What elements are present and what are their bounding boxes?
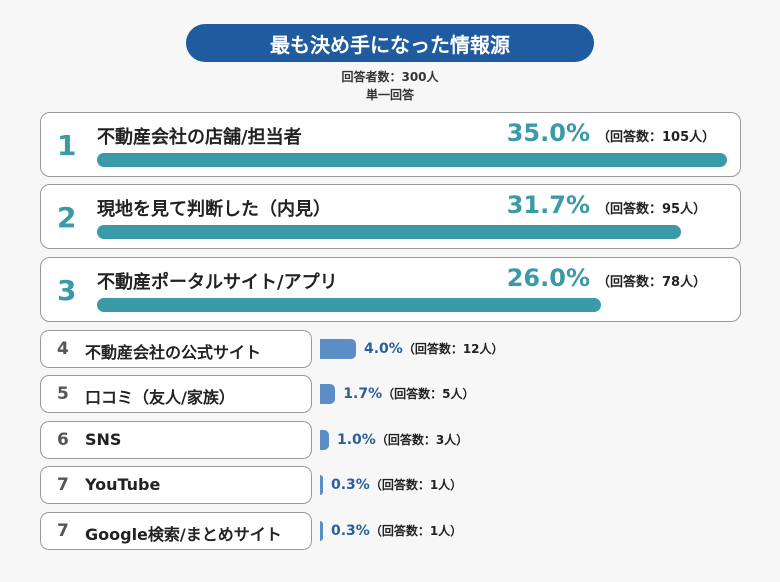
bar <box>97 225 681 239</box>
item-card: 4 不動産会社の公式サイト <box>40 330 312 368</box>
rank-number: 1 <box>57 129 77 162</box>
rank-number: 7 <box>57 521 69 541</box>
bar <box>97 298 601 312</box>
value-label: 1.7%（回答数：5人） <box>343 385 474 402</box>
count-label: （回答数：1人） <box>369 478 463 492</box>
item-label: 口コミ（友人/家族） <box>85 388 235 407</box>
count-label: （回答数：78人） <box>597 275 707 290</box>
bar <box>320 430 329 450</box>
value-label: 1.0%（回答数：3人） <box>337 431 468 448</box>
bar <box>320 521 323 541</box>
percent-label: 4.0% <box>364 341 403 357</box>
rank-number: 2 <box>57 201 77 234</box>
item-label: 不動産会社の公式サイト <box>85 343 262 362</box>
item-label: YouTube <box>85 475 161 494</box>
count-label: （回答数：3人） <box>375 433 469 447</box>
item-label: Google検索/まとめサイト <box>85 525 282 544</box>
rank-number: 7 <box>57 475 69 495</box>
count-label: （回答数：1人） <box>369 524 463 538</box>
percent-label: 0.3% <box>331 523 370 539</box>
percent-label: 1.0% <box>337 432 376 448</box>
value-label: 4.0%（回答数：12人） <box>364 340 504 357</box>
count-label: （回答数：105人） <box>597 130 716 145</box>
count-label: （回答数：5人） <box>382 387 475 401</box>
rank-number: 4 <box>57 339 69 359</box>
value-label: 0.3%（回答数：1人） <box>331 476 462 493</box>
item-label: 不動産ポータルサイト/アプリ <box>97 272 338 293</box>
bar-card: 2 現地を見て判断した（内見） 31.7% （回答数：95人） <box>40 184 741 249</box>
value-label: 0.3%（回答数：1人） <box>331 522 462 539</box>
count-label: （回答数：12人） <box>402 342 504 356</box>
bar <box>320 384 336 404</box>
item-card: 7 Google検索/まとめサイト <box>40 512 312 550</box>
item-card: 6 SNS <box>40 421 312 459</box>
rank-number: 6 <box>57 430 69 450</box>
answer-type-note: 単一回答 <box>365 88 414 102</box>
item-label: SNS <box>85 430 122 449</box>
percent-label: 35.0% <box>506 119 590 147</box>
item-label: 不動産会社の店舗/担当者 <box>97 127 302 148</box>
rank-number: 3 <box>57 274 77 307</box>
rank-number: 5 <box>57 384 69 404</box>
item-card: 7 YouTube <box>40 466 312 504</box>
bar-card: 1 不動産会社の店舗/担当者 35.0% （回答数：105人） <box>40 112 741 177</box>
bar <box>97 153 727 167</box>
percent-label: 0.3% <box>331 477 370 493</box>
count-label: （回答数：95人） <box>597 202 707 217</box>
item-label: 現地を見て判断した（内見） <box>97 199 331 220</box>
bar <box>320 475 323 495</box>
bar-card: 3 不動産ポータルサイト/アプリ 26.0% （回答数：78人） <box>40 257 741 322</box>
item-card: 5 口コミ（友人/家族） <box>40 375 312 413</box>
respondents-note: 回答者数：300人 <box>341 70 439 84</box>
chart-title: 最も決め手になった情報源 <box>186 24 594 62</box>
bar <box>320 339 356 359</box>
percent-label: 26.0% <box>506 264 590 292</box>
percent-label: 31.7% <box>506 191 590 219</box>
percent-label: 1.7% <box>343 386 383 402</box>
